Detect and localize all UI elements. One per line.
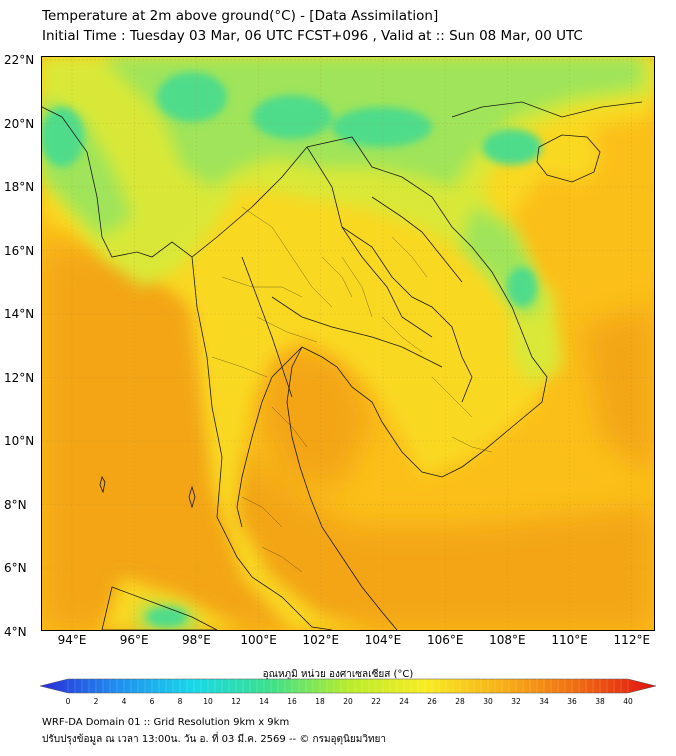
lat-tick-label: 4°N bbox=[4, 624, 27, 639]
lat-tick-label: 16°N bbox=[4, 243, 35, 258]
lon-tick-label: 94°E bbox=[57, 633, 87, 647]
lon-tick-label: 106°E bbox=[426, 633, 464, 647]
map-canvas bbox=[42, 57, 654, 630]
colorbar-tick-label: 26 bbox=[427, 697, 437, 706]
colorbar-tick-label: 32 bbox=[511, 697, 521, 706]
colorbar-tick-label: 18 bbox=[315, 697, 325, 706]
lon-tick-label: 104°E bbox=[364, 633, 402, 647]
footer-line-2: ปรับปรุงข้อมูล ณ เวลา 13:00น. วัน อ. ที่… bbox=[42, 734, 387, 745]
title-line-1: Temperature at 2m above ground(°C) - [Da… bbox=[42, 8, 439, 24]
lon-tick-label: 112°E bbox=[613, 633, 651, 647]
temperature-map[interactable] bbox=[41, 56, 655, 631]
colorbar-tick-label: 8 bbox=[177, 697, 183, 706]
colorbar-title: อุณหภูมิ หน่วย องศาเซลเซียส (°C) bbox=[262, 669, 414, 680]
lat-tick-label: 10°N bbox=[4, 434, 35, 448]
lon-tick-label: 100°E bbox=[240, 633, 277, 647]
lon-tick-label: 108°E bbox=[489, 633, 526, 647]
colorbar-tick-label: 0 bbox=[65, 697, 71, 706]
colorbar-tick-label: 40 bbox=[623, 697, 633, 706]
hot-regions bbox=[42, 247, 654, 630]
colorbar-tick-label: 2 bbox=[93, 697, 99, 706]
colorbar-tick-label: 36 bbox=[567, 697, 577, 706]
colorbar-tick-label: 10 bbox=[203, 697, 213, 706]
lat-tick-label: 12°N bbox=[4, 370, 35, 385]
colorbar-tick-label: 6 bbox=[149, 697, 155, 706]
colorbar-tick-label: 38 bbox=[595, 697, 605, 706]
lat-tick-label: 22°N bbox=[4, 53, 35, 67]
lon-tick-label: 98°E bbox=[181, 633, 211, 647]
coolest-regions bbox=[42, 72, 542, 627]
footer-line-1: WRF-DA Domain 01 :: Grid Resolution 9km … bbox=[42, 717, 290, 728]
lat-tick-label: 8°N bbox=[4, 497, 27, 512]
colorbar-tick-label: 34 bbox=[539, 697, 549, 706]
lat-tick-label: 6°N bbox=[4, 561, 27, 575]
lon-tick-label: 102°E bbox=[302, 633, 340, 647]
lat-tick-label: 18°N bbox=[4, 180, 35, 194]
lon-tick-label: 110°E bbox=[551, 633, 588, 647]
colorbar-tick-label: 28 bbox=[455, 697, 465, 706]
colorbar-tick-label: 30 bbox=[483, 697, 493, 706]
lon-tick-label: 96°E bbox=[119, 633, 149, 647]
colorbar-tick-label: 16 bbox=[287, 697, 297, 706]
colorbar-tick-label: 22 bbox=[371, 697, 381, 706]
country-borders bbox=[42, 101, 643, 630]
colorbar-tick-label: 12 bbox=[231, 697, 241, 706]
title-line-2: Initial Time : Tuesday 03 Mar, 06 UTC FC… bbox=[42, 28, 583, 44]
lat-tick-label: 14°N bbox=[4, 307, 35, 321]
colorbar-tick-label: 4 bbox=[121, 697, 127, 706]
colorbar bbox=[39, 678, 657, 694]
colorbar-tick-label: 24 bbox=[399, 697, 409, 706]
colorbar-tick-label: 20 bbox=[343, 697, 353, 706]
province-borders bbox=[211, 206, 493, 573]
figure-title: Temperature at 2m above ground(°C) - [Da… bbox=[42, 6, 583, 46]
colorbar-graphic bbox=[39, 678, 657, 694]
colorbar-tick-label: 14 bbox=[259, 697, 269, 706]
graticule bbox=[42, 57, 654, 630]
lat-tick-label: 20°N bbox=[4, 116, 35, 131]
